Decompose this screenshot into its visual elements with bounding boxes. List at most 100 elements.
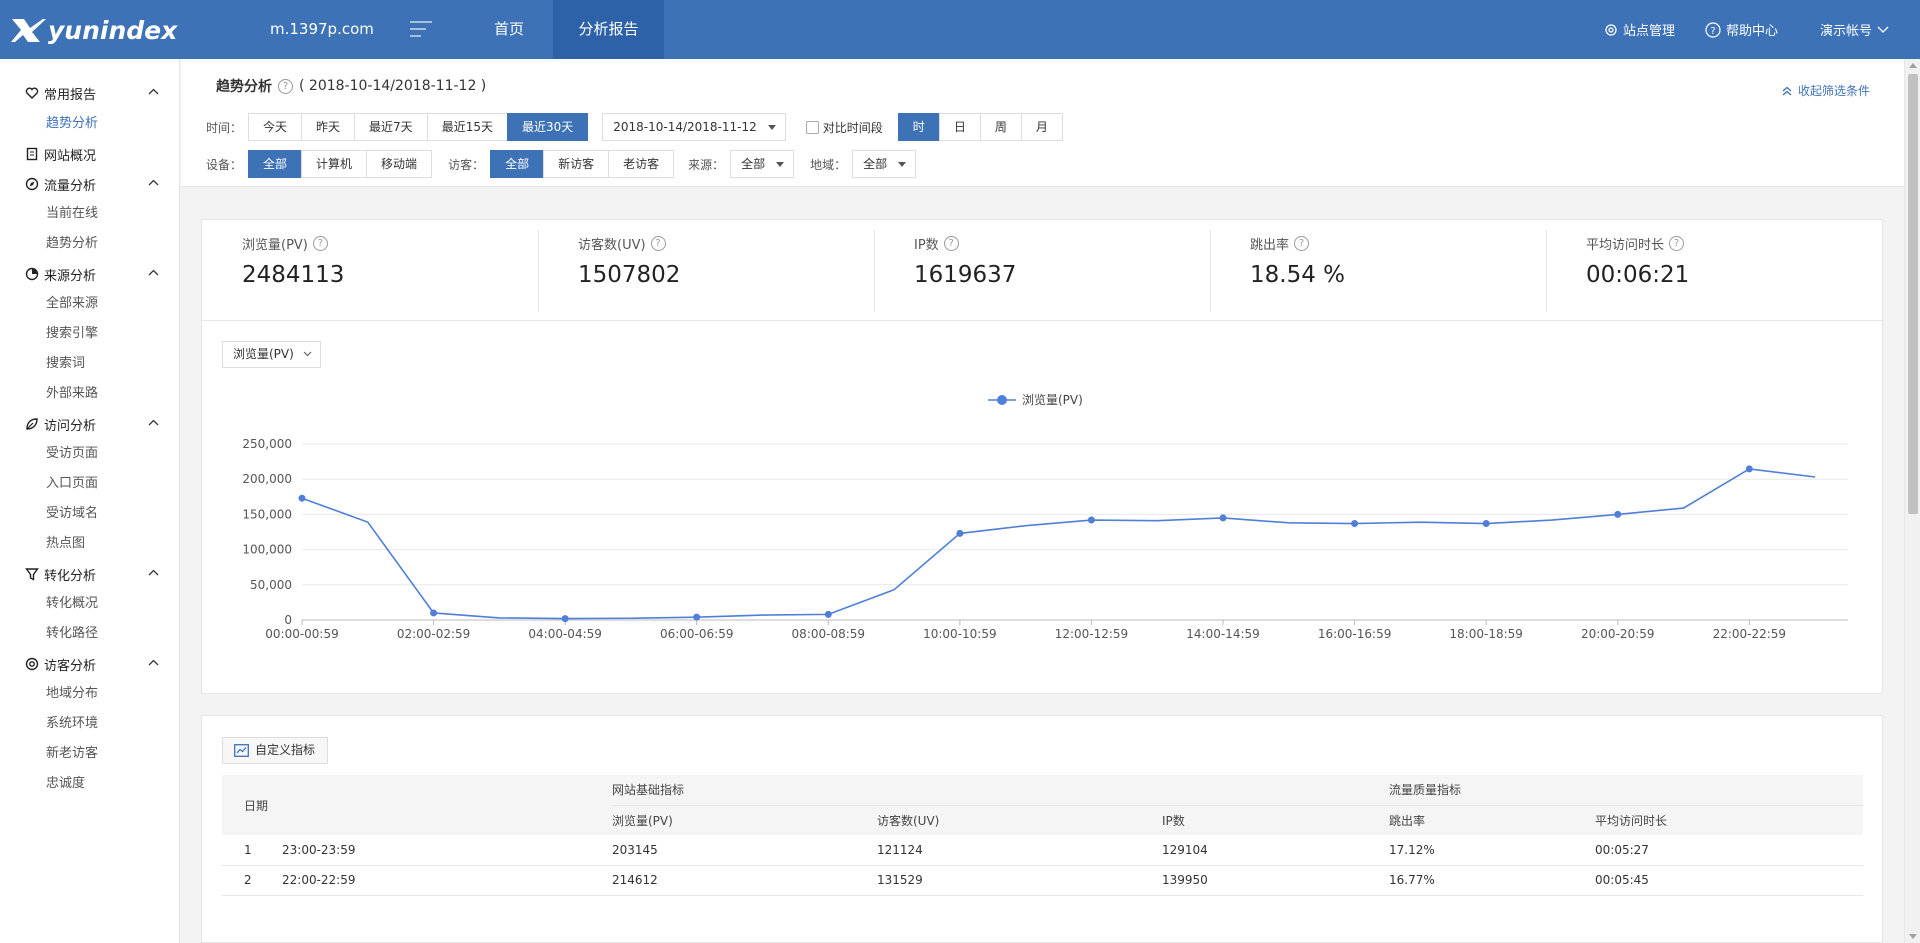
sidebar-group-site-overview[interactable]: 网站概况 (0, 139, 180, 169)
x-tick-label: 02:00-02:59 (397, 627, 471, 641)
column-header-pv[interactable]: 浏览量(PV) (612, 804, 877, 835)
sidebar-item-external-referrers[interactable]: 外部来路 (46, 386, 99, 401)
sidebar-item-visited-pages[interactable]: 受访页面 (46, 446, 99, 461)
row-date: 23:00-23:59 (282, 835, 612, 866)
sidebar-item-heatmap[interactable]: 热点图 (46, 536, 86, 551)
granularity-day-button[interactable]: 日 (938, 113, 981, 141)
help-icon[interactable]: ? (650, 236, 666, 251)
date-range-select[interactable]: 2018-10-14/2018-11-12 (602, 113, 786, 141)
nav-home[interactable]: 首页 (494, 20, 525, 38)
time-today-button[interactable]: 今天 (248, 113, 303, 141)
visitor-all-button[interactable]: 全部 (490, 150, 545, 178)
scroll-down-arrow-icon[interactable] (1909, 934, 1917, 939)
sidebar-item-conversion-path[interactable]: 转化路径 (46, 626, 99, 641)
kpi-value: 1619637 (914, 262, 1017, 288)
sidebar-item-system-env[interactable]: 系统环境 (46, 716, 99, 731)
region-select[interactable]: 全部 (852, 150, 917, 178)
leaf-icon (26, 418, 38, 430)
sidebar-group-traffic-analysis[interactable]: 流量分析 (0, 169, 180, 199)
sidebar-item-visited-domains[interactable]: 受访域名 (46, 506, 99, 521)
compare-period-checkbox[interactable]: 对比时间段 (805, 119, 883, 136)
time-last30-button[interactable]: 最近30天 (506, 113, 589, 141)
sidebar-item-entry-pages[interactable]: 入口页面 (46, 476, 99, 491)
scroll-up-arrow-icon[interactable] (1909, 63, 1917, 68)
table-row: 2 22:00-22:59 214612 131529 139950 16.77… (222, 865, 1863, 896)
sidebar-item-traffic-trend[interactable]: 趋势分析 (46, 236, 99, 251)
nav-analysis-report[interactable]: 分析报告 (553, 0, 664, 59)
granularity-week-button[interactable]: 周 (979, 113, 1022, 141)
sidebar-item-region[interactable]: 地域分布 (46, 686, 99, 701)
data-point (561, 615, 569, 623)
sidebar-item-loyalty[interactable]: 忠诚度 (46, 776, 86, 791)
help-icon[interactable]: ? (1294, 236, 1310, 251)
sidebar-item-trend-analysis[interactable]: 趋势分析 (46, 116, 99, 131)
data-point (824, 610, 832, 618)
sidebar-group-conversion-analysis[interactable]: 转化分析 (0, 559, 180, 589)
collapse-filters-link[interactable]: 收起筛选条件 (1782, 82, 1870, 99)
sidebar-group-visitor-analysis[interactable]: 访客分析 (0, 649, 180, 679)
compare-period-label: 对比时间段 (822, 120, 883, 135)
help-icon[interactable]: ? (943, 236, 959, 251)
logo[interactable]: yunindex (10, 14, 177, 46)
checkbox-box (805, 120, 819, 134)
page-scrollbar[interactable] (1904, 59, 1920, 943)
granularity-month-button[interactable]: 月 (1020, 113, 1063, 141)
device-computer-button[interactable]: 计算机 (301, 150, 368, 178)
time-yesterday-button[interactable]: 昨天 (301, 113, 356, 141)
site-domain[interactable]: m.1397p.com (270, 20, 374, 38)
column-header-date[interactable]: 日期 (222, 775, 612, 835)
menu-toggle-icon[interactable] (410, 21, 432, 37)
kpi-label: 访客数(UV) (578, 238, 646, 253)
column-header-ip[interactable]: IP数 (1162, 804, 1389, 835)
account-label: 演示帐号 (1820, 24, 1873, 39)
table-row: 1 23:00-23:59 203145 121124 129104 17.12… (222, 835, 1863, 866)
compass-icon (25, 177, 39, 191)
help-center-link[interactable]: ? 帮助中心 (1705, 20, 1778, 39)
y-tick-label: 150,000 (242, 507, 292, 521)
data-table: 日期 网站基础指标 流量质量指标 浏览量(PV) 访客数(UV) IP数 跳出率… (222, 775, 1863, 896)
data-point (1219, 514, 1227, 522)
sidebar-item-conversion-overview[interactable]: 转化概况 (46, 596, 99, 611)
time-last7-button[interactable]: 最近7天 (354, 113, 428, 141)
sidebar-item-online-now[interactable]: 当前在线 (46, 206, 99, 221)
pie-icon (25, 267, 39, 281)
row-ip: 139950 (1162, 865, 1389, 896)
sidebar-group-source-analysis[interactable]: 来源分析 (0, 259, 180, 289)
site-management-label: 站点管理 (1623, 24, 1676, 39)
account-menu[interactable]: 演示帐号 (1820, 20, 1894, 39)
device-mobile-button[interactable]: 移动端 (366, 150, 433, 178)
scrollbar-thumb[interactable] (1908, 74, 1918, 514)
chevron-up-icon (148, 569, 159, 576)
sidebar-group-label: 网站概况 (44, 148, 97, 164)
help-icon[interactable]: ? (1669, 236, 1685, 251)
visitor-returning-button[interactable]: 老访客 (608, 150, 675, 178)
device-all-button[interactable]: 全部 (248, 150, 303, 178)
sidebar-item-search-engines[interactable]: 搜索引擎 (46, 326, 99, 341)
sidebar-item-all-sources[interactable]: 全部来源 (46, 296, 99, 311)
sidebar-group-label: 来源分析 (44, 268, 97, 284)
sidebar-item-new-returning[interactable]: 新老访客 (46, 746, 99, 761)
help-icon[interactable]: ? (312, 236, 328, 251)
help-icon[interactable]: ? (278, 78, 293, 94)
custom-metrics-button[interactable]: 自定义指标 (222, 737, 329, 764)
source-select[interactable]: 全部 (730, 150, 795, 178)
chevron-up-icon (148, 179, 159, 186)
sidebar-group-visit-analysis[interactable]: 访问分析 (0, 409, 180, 439)
column-header-bounce[interactable]: 跳出率 (1389, 804, 1595, 835)
x-tick-label: 22:00-22:59 (1713, 627, 1787, 641)
sidebar-item-search-terms[interactable]: 搜索词 (46, 356, 86, 371)
granularity-hour-button[interactable]: 时 (897, 113, 940, 141)
sidebar-group-common-reports[interactable]: 常用报告 (0, 78, 180, 108)
row-ip: 129104 (1162, 835, 1389, 866)
time-last15-button[interactable]: 最近15天 (426, 113, 508, 141)
column-header-uv[interactable]: 访客数(UV) (877, 804, 1162, 835)
data-point (298, 494, 306, 502)
metric-select[interactable]: 浏览量(PV) (222, 341, 321, 368)
column-header-avg-duration[interactable]: 平均访问时长 (1595, 804, 1863, 835)
visitor-new-button[interactable]: 新访客 (543, 150, 610, 178)
row-avg-duration: 00:05:27 (1595, 835, 1863, 866)
kpi-label: 浏览量(PV) (242, 238, 308, 253)
chevron-down-icon (303, 351, 312, 357)
column-group-basic-metrics: 网站基础指标 (612, 775, 1389, 805)
site-management-link[interactable]: 站点管理 (1604, 20, 1675, 39)
